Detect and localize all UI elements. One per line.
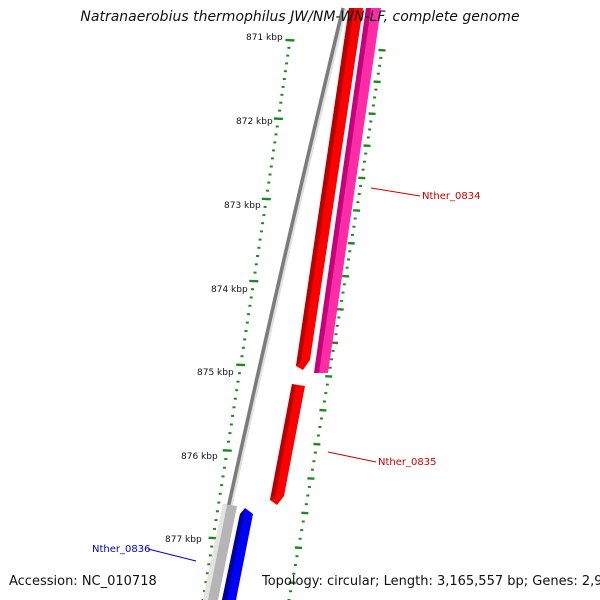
genome-title: Natranaerobius thermophilus JW/NM-WN-LF,… (80, 9, 520, 25)
kbp-scale: 871 kbp 872 kbp 873 kbp 874 kbp 875 kbp … (165, 33, 283, 545)
kbp-label-871: 871 kbp (246, 33, 283, 43)
gene-leader-nther-0834 (370, 187, 421, 197)
kbp-label-872: 872 kbp (236, 117, 273, 127)
inner-tick-track (201, 38, 295, 600)
gene-arrow-gray-shade (203, 504, 227, 600)
kbp-label-873: 873 kbp (224, 201, 261, 211)
kbp-label-875: 875 kbp (197, 368, 234, 378)
gene-arrow-red-lower-shade (270, 384, 296, 500)
gene-label-nther-0835[interactable]: Nther_0835 (378, 457, 436, 468)
gene-label-nther-0836[interactable]: Nther_0836 (92, 544, 150, 555)
gene-arrow-blue-shade (222, 510, 245, 600)
gene-leader-nther-0836 (147, 548, 197, 562)
kbp-label-876: 876 kbp (181, 452, 218, 462)
accession-text: Accession: NC_010718 (9, 574, 157, 589)
kbp-label-877: 877 kbp (165, 535, 202, 545)
kbp-label-874: 874 kbp (211, 285, 248, 295)
gene-arrow-pink-shade (314, 8, 371, 373)
topology-text: Topology: circular; Length: 3,165,557 bp… (262, 574, 600, 589)
gene-arrow-red-upper-shade (296, 8, 354, 366)
gene-leader-nther-0835 (327, 451, 377, 463)
gene-label-nther-0834[interactable]: Nther_0834 (422, 191, 480, 202)
